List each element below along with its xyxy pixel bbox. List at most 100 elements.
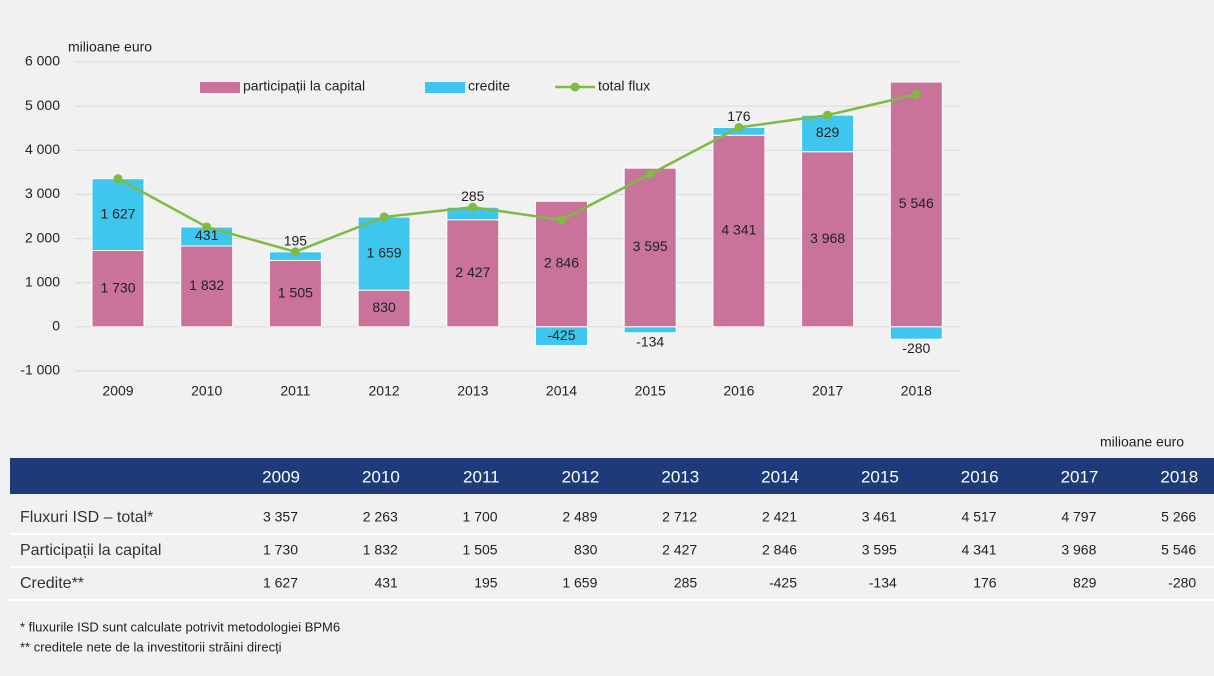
table-header-cell: 2017 bbox=[1061, 467, 1099, 486]
data-label: -134 bbox=[636, 333, 664, 349]
table-cell: 5 546 bbox=[1161, 542, 1196, 558]
data-label: 1 627 bbox=[100, 205, 135, 221]
table-cell: -134 bbox=[869, 575, 897, 591]
y-tick-label: 0 bbox=[52, 318, 60, 334]
data-label: 5 546 bbox=[899, 195, 934, 211]
table-cell: -425 bbox=[769, 575, 797, 591]
data-label: 1 505 bbox=[278, 284, 313, 300]
line-point bbox=[911, 89, 921, 99]
row-label: Credite** bbox=[20, 575, 84, 592]
table-cell: 195 bbox=[474, 575, 498, 591]
bar-segment bbox=[91, 249, 145, 328]
bar-segment bbox=[268, 259, 322, 328]
bar-segment bbox=[889, 326, 943, 340]
table-cell: 1 730 bbox=[263, 542, 298, 558]
table-cell: 1 505 bbox=[463, 542, 498, 558]
data-label: 3 968 bbox=[810, 230, 845, 246]
line-point bbox=[468, 202, 478, 212]
table-cell: 3 461 bbox=[862, 509, 897, 525]
table-cell: 1 627 bbox=[263, 575, 298, 591]
bar-segment bbox=[535, 326, 588, 347]
table-cell: 176 bbox=[973, 575, 997, 591]
data-label: 829 bbox=[816, 124, 840, 140]
data-label: 176 bbox=[727, 108, 751, 124]
legend-label: participații la capital bbox=[243, 78, 365, 94]
bar-segment bbox=[623, 326, 677, 334]
y-tick-label: 5 000 bbox=[25, 97, 60, 113]
data-label: 195 bbox=[284, 233, 308, 249]
table-header-cell: 2009 bbox=[262, 467, 300, 486]
table-cell: 1 832 bbox=[363, 542, 398, 558]
table-header-cell: 2012 bbox=[562, 467, 600, 486]
table-cell: 2 421 bbox=[762, 509, 797, 525]
table-cell: 3 595 bbox=[862, 542, 897, 558]
data-label: 4 341 bbox=[721, 222, 756, 238]
table-unit: milioane euro bbox=[1100, 434, 1184, 450]
line-point bbox=[823, 110, 833, 120]
table-header-cell: 2016 bbox=[961, 467, 999, 486]
line-point bbox=[557, 215, 566, 225]
table-cell: 830 bbox=[574, 542, 598, 558]
table-header-cell: 2014 bbox=[761, 467, 799, 486]
table-cell: 2 427 bbox=[662, 542, 697, 558]
bar-segment bbox=[623, 167, 677, 328]
bar-segment bbox=[91, 178, 145, 251]
data-label: 2 427 bbox=[455, 264, 490, 280]
y-axis-unit: milioane euro bbox=[68, 39, 152, 55]
legend-swatch bbox=[425, 82, 465, 93]
table-cell: 829 bbox=[1073, 575, 1097, 591]
x-tick-label: 2011 bbox=[280, 383, 310, 399]
bar-segment bbox=[801, 151, 855, 328]
x-tick-label: 2017 bbox=[812, 383, 843, 399]
x-tick-label: 2009 bbox=[102, 383, 133, 399]
table-header-cell: 2018 bbox=[1160, 467, 1198, 486]
data-label: 1 832 bbox=[189, 277, 224, 293]
bar-segment bbox=[712, 134, 766, 328]
data-label: 285 bbox=[461, 188, 485, 204]
bar-segment bbox=[889, 81, 943, 328]
bar-segment bbox=[801, 114, 855, 153]
total-line bbox=[117, 93, 917, 254]
bar-segment bbox=[446, 219, 500, 328]
table-cell: 4 797 bbox=[1061, 509, 1096, 525]
table-cell: 5 266 bbox=[1161, 509, 1196, 525]
table-header-cell: 2010 bbox=[362, 467, 400, 486]
table-cell: 4 341 bbox=[962, 542, 997, 558]
legend-label: total flux bbox=[598, 78, 650, 94]
table-header-cell: 2013 bbox=[661, 467, 699, 486]
table-cell: 2 489 bbox=[562, 509, 597, 525]
table-cell: 2 712 bbox=[662, 509, 697, 525]
data-label: 830 bbox=[372, 299, 396, 315]
legend-label: credite bbox=[468, 78, 510, 94]
data-label: 2 846 bbox=[544, 255, 579, 271]
note: * fluxurile ISD sunt calculate potrivit … bbox=[20, 619, 340, 634]
y-tick-label: 2 000 bbox=[25, 229, 60, 245]
x-tick-label: 2013 bbox=[457, 383, 488, 399]
row-label: Fluxuri ISD – total* bbox=[20, 509, 153, 526]
table-cell: 1 700 bbox=[463, 509, 498, 525]
table-cell: 1 659 bbox=[562, 575, 597, 591]
data-label: 1 659 bbox=[367, 244, 402, 260]
note: ** creditele nete de la investitorii str… bbox=[20, 639, 282, 654]
line-point bbox=[290, 247, 300, 257]
table-cell: 3 968 bbox=[1061, 542, 1096, 558]
table-header-cell: 2015 bbox=[861, 467, 899, 486]
y-tick-label: 3 000 bbox=[25, 185, 60, 201]
line-point bbox=[113, 174, 123, 184]
table-cell: 2 263 bbox=[363, 509, 398, 525]
y-tick-label: 1 000 bbox=[25, 273, 60, 289]
table-cell: 3 357 bbox=[263, 509, 298, 525]
x-tick-label: 2018 bbox=[901, 383, 932, 399]
table-cell: 285 bbox=[674, 575, 698, 591]
table-cell: 4 517 bbox=[962, 509, 997, 525]
legend-swatch bbox=[200, 82, 240, 93]
x-tick-label: 2015 bbox=[635, 383, 666, 399]
data-label: 3 595 bbox=[633, 238, 668, 254]
data-label: 1 730 bbox=[100, 279, 135, 295]
line-point bbox=[202, 222, 212, 232]
line-point bbox=[379, 212, 389, 222]
x-tick-label: 2010 bbox=[191, 383, 222, 399]
x-tick-label: 2012 bbox=[369, 383, 400, 399]
legend-swatch bbox=[570, 82, 580, 92]
